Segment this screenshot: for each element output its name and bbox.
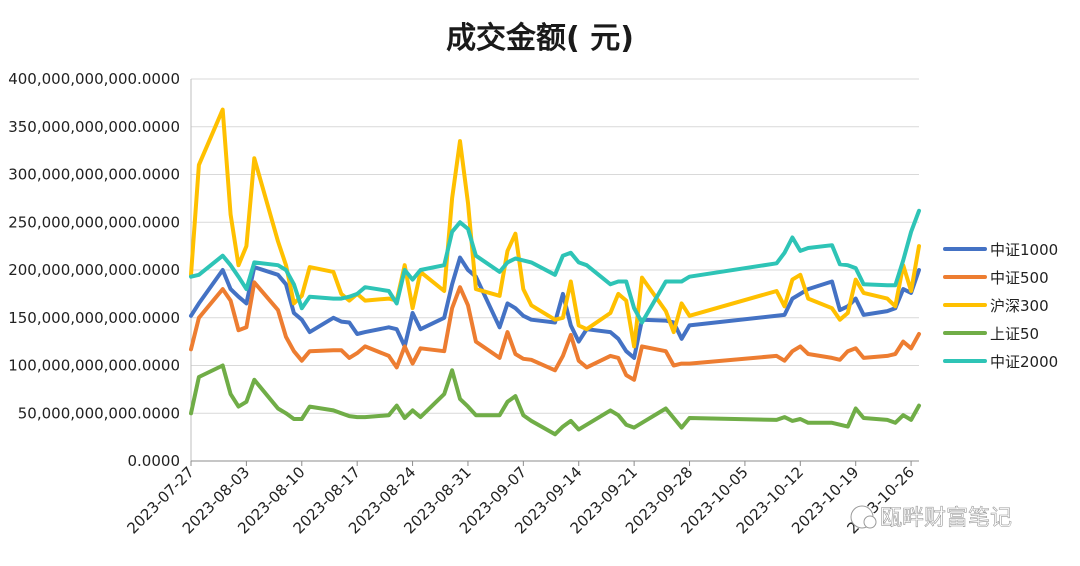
- legend-label: 中证1000: [990, 241, 1058, 259]
- y-tick-label: 50,000,000,000.0000: [18, 404, 180, 422]
- series-line: [189, 280, 921, 382]
- y-tick-label: 350,000,000,000.0000: [8, 118, 180, 136]
- y-tick-label: 400,000,000,000.0000: [8, 70, 180, 88]
- series-line: [189, 107, 921, 349]
- series-line: [189, 208, 921, 325]
- y-tick-label: 300,000,000,000.0000: [8, 166, 180, 184]
- legend-label: 中证2000: [990, 353, 1058, 371]
- wechat-icon-dot: [863, 515, 877, 529]
- legend-label: 上证50: [990, 325, 1039, 343]
- watermark-text: 瓯畔财富笔记: [880, 506, 1012, 531]
- series-line: [189, 255, 921, 360]
- y-tick-label: 250,000,000,000.0000: [8, 213, 180, 231]
- y-tick-label: 100,000,000,000.0000: [8, 357, 180, 375]
- y-tick-label: 150,000,000,000.0000: [8, 309, 180, 327]
- legend: 中证1000 中证500 沪深300 上证50 中证2000: [943, 241, 1058, 371]
- chart-title: 成交金额( 元): [446, 21, 634, 56]
- series-line: [189, 363, 921, 437]
- y-axis-ticks: 0.0000 50,000,000,000.0000 100,000,000,000…: [8, 70, 180, 470]
- legend-label: 沪深300: [990, 297, 1049, 315]
- legend-label: 中证500: [990, 269, 1049, 287]
- series-lines: [189, 107, 921, 437]
- y-tick-label: 0.0000: [128, 452, 181, 470]
- y-tick-label: 200,000,000,000.0000: [8, 261, 180, 279]
- watermark: 瓯畔财富笔记: [850, 505, 1012, 531]
